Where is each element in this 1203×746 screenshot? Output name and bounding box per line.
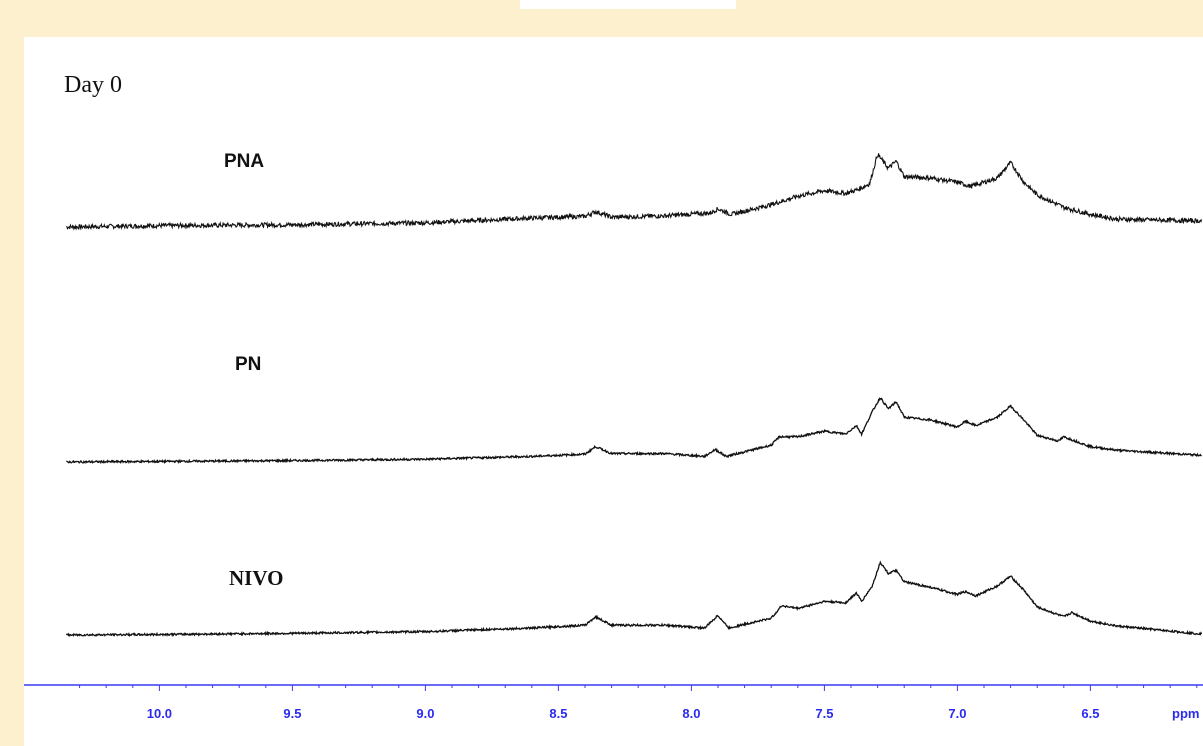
nmr-spectrum-plot: PNA PN NIVO 10.0 9.5 9.0 8.5 8.0 7.5 7.0 6.5 pp… [24, 151, 1203, 721]
x-axis-unit-label: ppm [1172, 706, 1199, 721]
series-label-pn: PN [235, 354, 261, 375]
x-tick-label: 8.0 [682, 706, 700, 721]
series-labels: PNA PN NIVO [224, 151, 283, 590]
series-label-pna: PNA [224, 151, 264, 172]
x-tick-label: 8.5 [549, 706, 567, 721]
spectrum-trace-pn [66, 397, 1202, 465]
x-axis: 10.0 9.5 9.0 8.5 8.0 7.5 7.0 6.5 ppm [24, 684, 1203, 721]
spectrum-traces [65, 153, 1203, 638]
x-tick-label: 7.0 [948, 706, 966, 721]
spectrum-trace-nivo [65, 560, 1203, 638]
top-tab [520, 0, 736, 9]
panel-title: Day 0 [64, 72, 122, 98]
x-tick-label: 7.5 [815, 706, 833, 721]
x-tick-label: 9.5 [283, 706, 301, 721]
x-tick-label: 6.5 [1081, 706, 1099, 721]
chart-panel: Day 0 PNA PN NIVO 10.0 9.5 9.0 8.5 8.0 7.5 7.0… [24, 37, 1203, 746]
series-label-nivo: NIVO [229, 566, 283, 590]
x-tick-label: 10.0 [147, 706, 172, 721]
spectrum-trace-pna [66, 153, 1203, 231]
x-tick-label: 9.0 [416, 706, 434, 721]
